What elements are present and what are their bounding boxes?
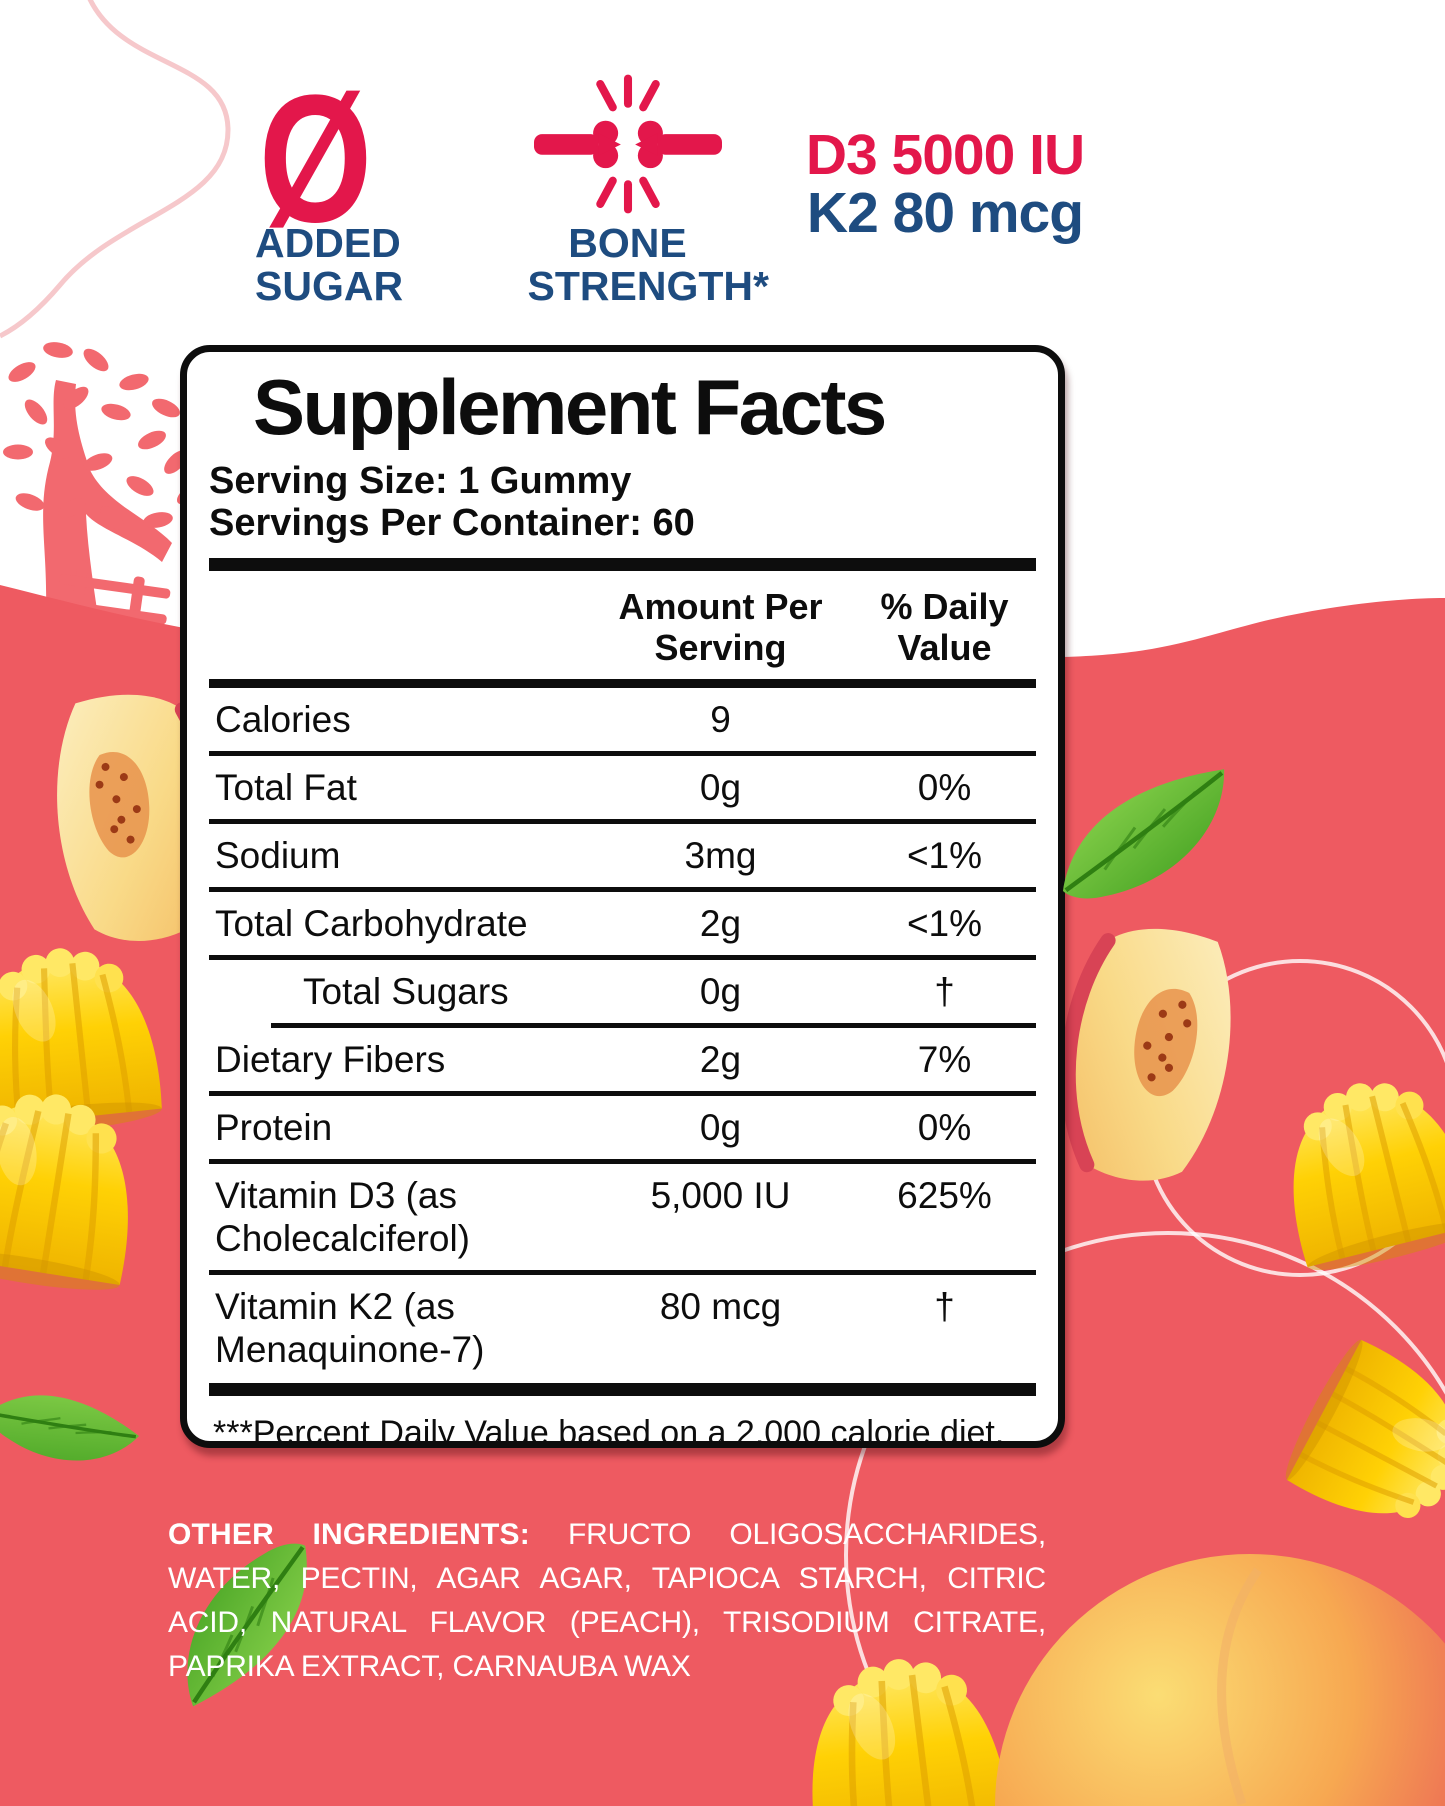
table-row: Sodium 3mg <1% bbox=[215, 835, 983, 877]
table-row: Vitamin D3 (as Cholecalciferol) 5,000 IU… bbox=[215, 1174, 992, 1259]
bone-strength-text: BONE STRENGTH* bbox=[527, 220, 769, 309]
table-row: Dietary Fibers 2g 7% bbox=[215, 1039, 972, 1081]
other-ingredients-text: FRUCTO OLIGOSACCHARIDES, WATER, PECTIN, … bbox=[168, 1518, 1046, 1684]
table-row: Calories 9 bbox=[215, 699, 731, 741]
serving-info: Serving Size: 1 Gummy Servings Per Conta… bbox=[209, 460, 1036, 546]
column-header-amount: Amount Per Serving bbox=[618, 586, 823, 669]
table-row-indented: Total Sugars 0g † bbox=[303, 971, 955, 1013]
table-row: Total Carbohydrate 2g <1% bbox=[215, 903, 983, 945]
supplement-facts-panel: Supplement Facts Serving Size: 1 Gummy S… bbox=[180, 345, 1065, 1448]
dosage-callout: D3 5000 IU K2 80 mcg bbox=[785, 126, 1105, 242]
column-header-daily-value: % Daily Value bbox=[880, 586, 1009, 669]
white-ring-decoration bbox=[844, 1231, 1445, 1806]
table-row: Total Fat 0g 0% bbox=[215, 767, 972, 809]
divider-thick bbox=[209, 558, 1036, 572]
divider-thick bbox=[209, 1383, 1036, 1397]
k2-dosage-text: K2 80 mcg bbox=[806, 181, 1084, 246]
servings-per-container: Servings Per Container: 60 bbox=[209, 502, 695, 545]
added-sugar-label: ADDED SUGAR bbox=[225, 222, 405, 307]
table-row: Vitamin K2 (as Menaquinone-7) 80 mcg † bbox=[215, 1285, 955, 1370]
other-ingredients-label: OTHER INGREDIENTS: bbox=[168, 1518, 530, 1551]
serving-size: Serving Size: 1 Gummy bbox=[209, 459, 632, 502]
divider-medium bbox=[209, 679, 1036, 689]
zero-added-sugar-icon: Ø bbox=[258, 56, 373, 260]
bone-strength-icon bbox=[534, 74, 722, 214]
d3-dosage-text: D3 5000 IU bbox=[805, 123, 1085, 187]
pink-swirl-decoration bbox=[0, 0, 231, 339]
added-sugar-text: ADDED SUGAR bbox=[255, 220, 404, 309]
bone-strength-label: BONE STRENGTH* bbox=[505, 220, 769, 309]
tree-fence-illustration bbox=[3, 342, 211, 655]
panel-title: Supplement Facts bbox=[253, 363, 887, 451]
whole-peach-photo bbox=[995, 1554, 1445, 1806]
table-row: Protein 0g 0% bbox=[215, 1106, 972, 1148]
table-header-row: Amount Per Serving % Daily Value bbox=[209, 571, 1036, 679]
other-ingredients-paragraph: OTHER INGREDIENTS: FRUCTO OLIGOSACCHARID… bbox=[168, 1513, 1046, 1689]
footnote-daily-value: ***Percent Daily Value based on a 2,000 … bbox=[213, 1414, 1005, 1448]
footnotes: ***Percent Daily Value based on a 2,000 … bbox=[213, 1409, 1036, 1448]
